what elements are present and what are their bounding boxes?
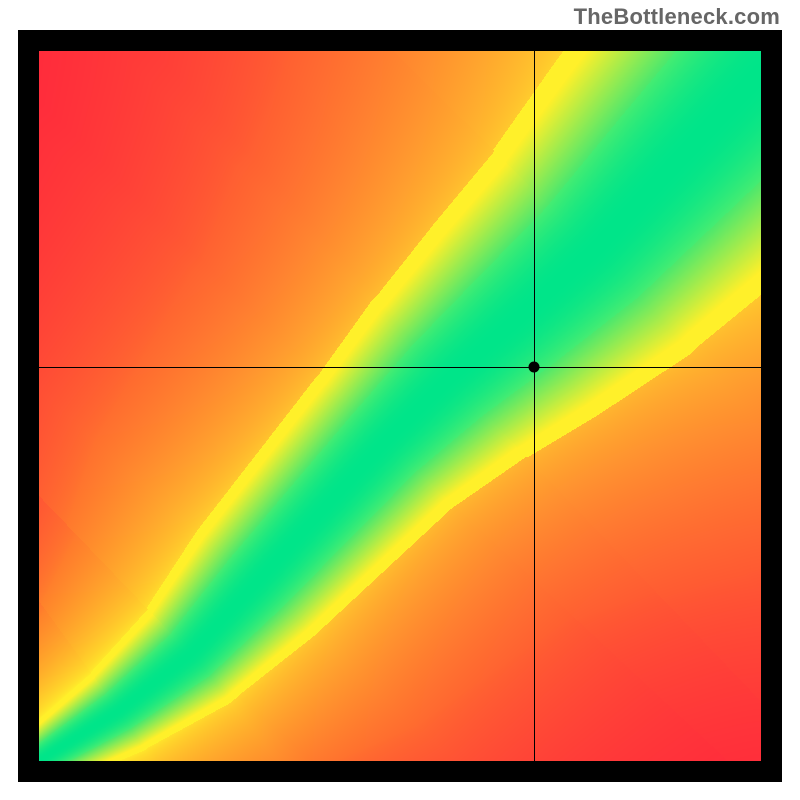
chart-frame [18, 30, 782, 782]
plot-area [39, 51, 761, 761]
watermark-text: TheBottleneck.com [574, 4, 780, 30]
crosshair-vertical [534, 51, 535, 761]
chart-container: TheBottleneck.com [0, 0, 800, 800]
heatmap-canvas [39, 51, 761, 761]
data-point-marker [528, 361, 539, 372]
crosshair-horizontal [39, 367, 761, 368]
